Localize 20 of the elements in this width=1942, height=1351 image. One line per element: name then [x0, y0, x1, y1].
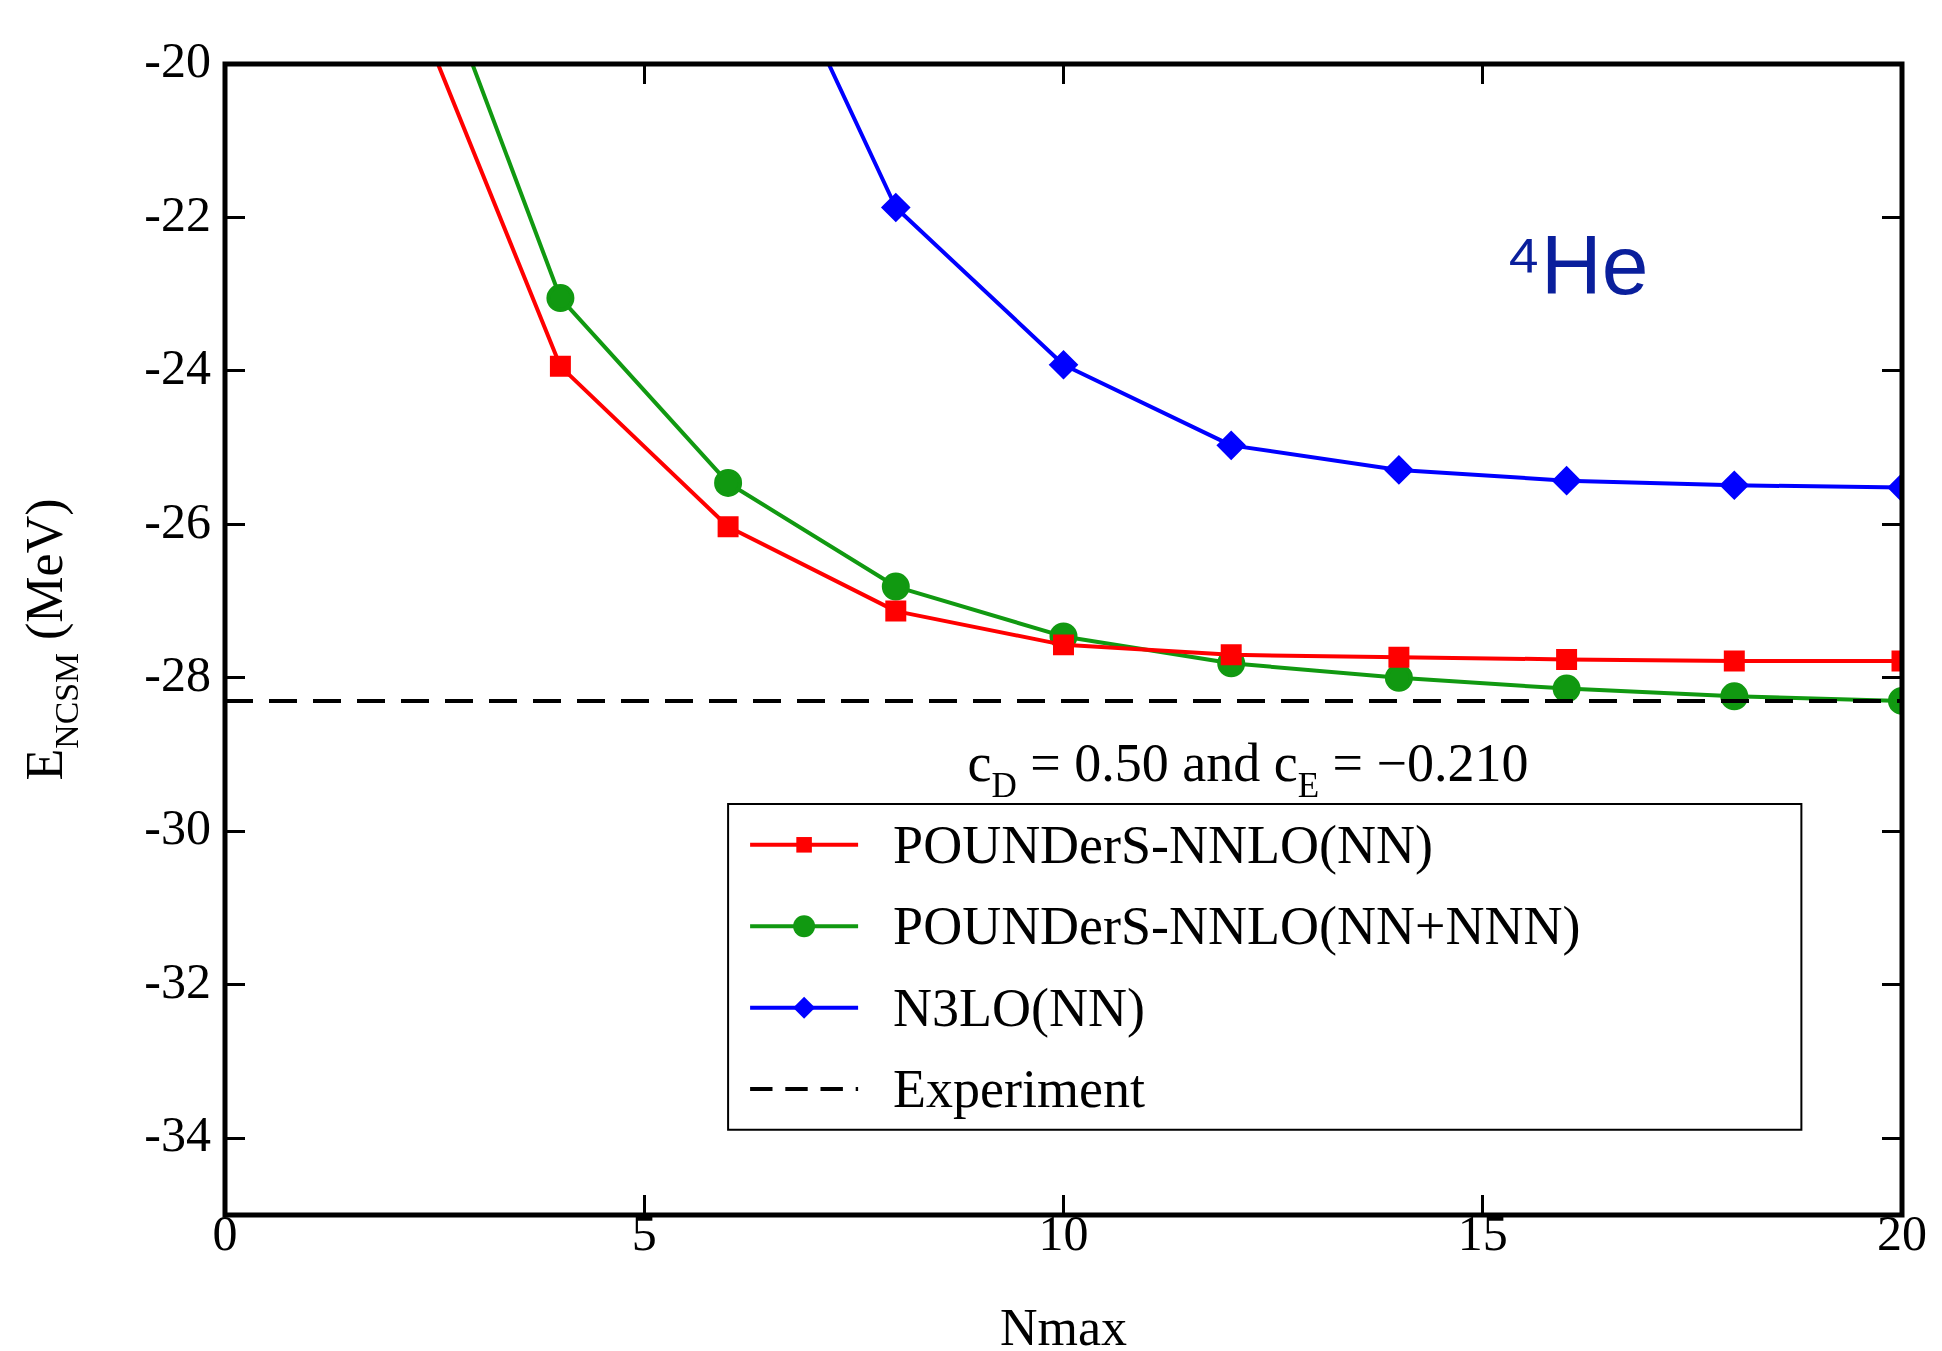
legend-label: POUNDerS-NNLO(NN+NNN) — [893, 896, 1581, 957]
y-tick-label: -20 — [144, 32, 211, 89]
y-axis-title: ENCSM (MeV) — [16, 498, 85, 781]
y-tick-label: -34 — [144, 1106, 211, 1163]
annotation: ⁴He — [1504, 218, 1649, 313]
y-tick-label: -24 — [144, 339, 211, 396]
y-tick-label: -28 — [144, 645, 211, 702]
x-tick-label: 15 — [1457, 1205, 1508, 1262]
legend-label: N3LO(NN) — [893, 977, 1146, 1038]
y-tick-label: -30 — [144, 799, 211, 856]
x-tick-label: 20 — [1877, 1205, 1927, 1262]
y-tick-label: -22 — [144, 185, 211, 242]
x-axis-title: Nmax — [999, 1299, 1128, 1351]
y-tick-label: -26 — [144, 492, 211, 549]
x-tick-label: 0 — [212, 1205, 238, 1262]
x-tick-label: 10 — [1038, 1205, 1089, 1262]
legend-label: Experiment — [893, 1059, 1146, 1120]
legend-label: POUNDerS-NNLO(NN) — [893, 814, 1434, 875]
y-tick-label: -32 — [144, 952, 211, 1009]
x-tick-label: 5 — [631, 1205, 657, 1262]
